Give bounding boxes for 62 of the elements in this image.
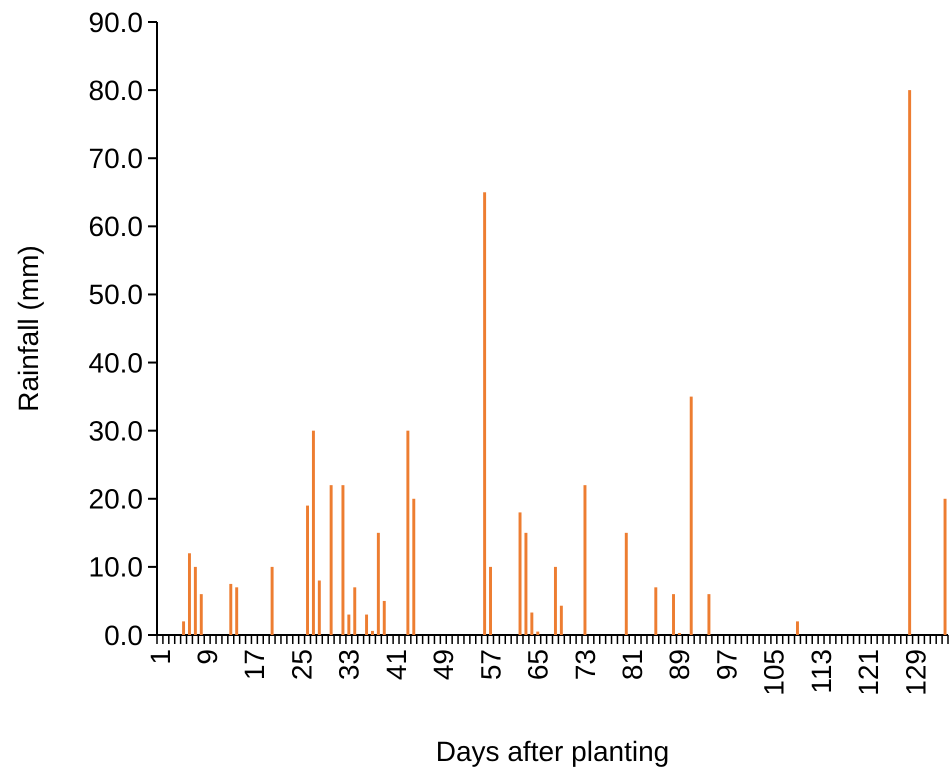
x-axis-title: Days after planting bbox=[436, 736, 670, 767]
x-tick-label: 129 bbox=[900, 649, 932, 696]
bar bbox=[560, 606, 563, 635]
y-tick-label: 20.0 bbox=[88, 484, 143, 515]
x-tick-label: 97 bbox=[711, 649, 742, 680]
bar bbox=[654, 587, 658, 635]
y-tick-label: 50.0 bbox=[88, 279, 143, 310]
bar bbox=[524, 532, 528, 635]
bar bbox=[347, 614, 350, 635]
bar bbox=[341, 485, 344, 635]
x-tick-label: 57 bbox=[475, 649, 506, 680]
bar bbox=[270, 566, 274, 635]
bar bbox=[690, 396, 693, 635]
x-tick-label: 89 bbox=[664, 649, 696, 680]
x-tick-label: 17 bbox=[239, 649, 270, 680]
bar bbox=[312, 430, 315, 635]
x-tick-label: 65 bbox=[522, 649, 554, 680]
y-tick-label: 90.0 bbox=[88, 6, 143, 38]
bar bbox=[554, 566, 557, 635]
bar bbox=[376, 532, 380, 635]
bar bbox=[944, 498, 947, 635]
bar bbox=[330, 485, 333, 635]
y-tick-label: 30.0 bbox=[88, 415, 143, 446]
bar bbox=[365, 614, 368, 635]
bar bbox=[318, 580, 321, 635]
bar bbox=[412, 498, 416, 635]
bar bbox=[518, 512, 522, 635]
bar bbox=[489, 566, 492, 635]
x-tick-label: 105 bbox=[758, 649, 790, 696]
bar bbox=[406, 430, 410, 635]
y-tick-label: 70.0 bbox=[88, 143, 143, 174]
y-tick-label: 60.0 bbox=[88, 211, 143, 242]
x-tick-label: 1 bbox=[144, 649, 176, 665]
x-tick-label: 41 bbox=[380, 649, 412, 680]
bar bbox=[583, 485, 586, 635]
bar bbox=[530, 612, 534, 635]
bar bbox=[624, 532, 628, 635]
y-tick-label: 10.0 bbox=[88, 552, 143, 583]
y-tick-label: 80.0 bbox=[88, 74, 143, 106]
bar bbox=[194, 566, 197, 635]
x-tick-label: 81 bbox=[616, 649, 648, 680]
bar bbox=[908, 90, 912, 635]
y-tick-label: 40.0 bbox=[88, 347, 143, 378]
x-tick-label: 25 bbox=[286, 649, 318, 680]
x-tick-label: 121 bbox=[853, 649, 884, 696]
bar bbox=[483, 192, 486, 635]
y-tick-label: 0.0 bbox=[104, 620, 143, 651]
bar bbox=[182, 621, 186, 635]
x-tick-label: 113 bbox=[806, 649, 837, 694]
x-tick-label: 73 bbox=[570, 649, 601, 680]
bar bbox=[306, 506, 309, 635]
x-tick-label: 9 bbox=[192, 649, 223, 665]
bar bbox=[796, 621, 799, 635]
bar bbox=[672, 594, 675, 635]
x-tick-label: 49 bbox=[428, 649, 460, 680]
bar bbox=[370, 630, 374, 635]
bar bbox=[188, 553, 191, 635]
x-tick-label: 33 bbox=[334, 649, 365, 680]
bar bbox=[707, 594, 710, 635]
bar bbox=[235, 587, 238, 635]
bar bbox=[229, 584, 232, 635]
y-axis-title: Rainfall (mm) bbox=[13, 245, 44, 412]
